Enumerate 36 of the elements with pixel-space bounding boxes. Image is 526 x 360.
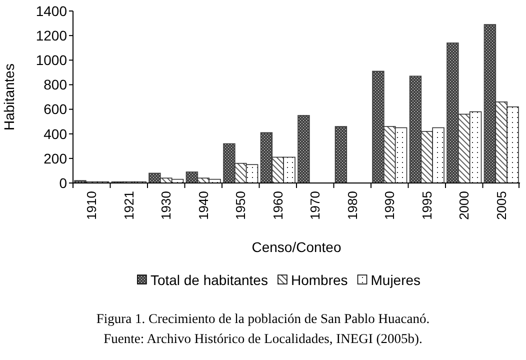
- y-tick-label: 600: [44, 101, 68, 118]
- y-tick-label: 1200: [36, 27, 68, 44]
- bar: [260, 132, 273, 184]
- legend-label: Mujeres: [370, 272, 421, 288]
- bar: [223, 143, 236, 184]
- y-tick-label: 800: [44, 76, 68, 93]
- x-tick-label: 1950: [233, 191, 248, 220]
- x-tick-label: 2005: [494, 191, 509, 220]
- y-axis-title: Habitantes: [1, 64, 17, 130]
- y-tick-label: 400: [44, 126, 68, 142]
- x-tick-label: 1995: [419, 191, 434, 220]
- x-axis-title: Censo/Conteo: [252, 239, 342, 255]
- bar: [446, 42, 459, 184]
- x-tick-label: 1940: [196, 191, 211, 220]
- x-tick-label: 1980: [344, 191, 360, 220]
- text: Figura 1. Crecimiento de la población de San Pablo Huacanó.: [96, 311, 430, 326]
- x-tick-label: 2000: [456, 191, 472, 220]
- bar: [298, 115, 310, 184]
- bar: [334, 126, 348, 184]
- x-tick-label: 1910: [84, 191, 100, 220]
- bar: [484, 24, 496, 184]
- x-tick-label: 1960: [270, 191, 286, 220]
- y-tick-label: 0: [59, 174, 68, 191]
- source-note: Fuente: Archivo Histórico de Localidades, INEGI (2005b).: [104, 331, 422, 346]
- bar: [372, 70, 384, 184]
- bar: [186, 172, 198, 184]
- x-tick-label: 1990: [382, 191, 398, 220]
- x-tick-label: 1921: [121, 191, 136, 220]
- y-tick-label: 1400: [36, 2, 68, 19]
- x-tick-label: 1930: [158, 191, 174, 220]
- y-tick-label: 200: [44, 150, 68, 166]
- legend-label: Hombres: [290, 272, 348, 288]
- y-tick-label: 1000: [36, 52, 68, 68]
- legend-label: Total de habitantes: [150, 272, 268, 288]
- x-tick-label: 1970: [308, 191, 323, 220]
- bar: [409, 76, 422, 184]
